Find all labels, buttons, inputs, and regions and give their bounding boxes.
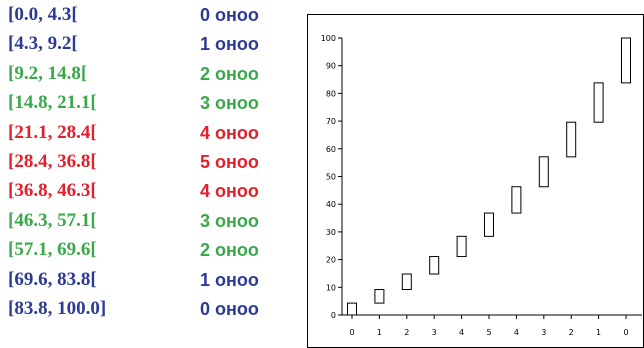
legend-range: [9.2, 14.8[ (8, 62, 88, 84)
y-tick-label: 90 (326, 62, 336, 71)
legend-score: 4 оноо (200, 122, 259, 143)
y-tick-label: 30 (326, 228, 336, 237)
figure-border (307, 14, 644, 348)
legend-score: 1 оноо (200, 34, 259, 55)
interval-chart: 0 10 20 30 40 50 60 70 80 90 100 0 1 2 3 4 5 4 3 2 1 0 (307, 14, 644, 348)
x-tick-label: 2 (569, 328, 574, 337)
legend-score: 5 оноо (200, 152, 259, 172)
interval-bar (593, 82, 604, 123)
legend-score: 2 оноо (200, 63, 259, 84)
legend-range: [83.8, 100.0] (8, 298, 107, 319)
interval-bar (456, 235, 467, 258)
y-tick-label: 10 (326, 283, 336, 292)
y-tick-label: 50 (326, 173, 336, 182)
legend-range: [14.8, 21.1[ (8, 92, 97, 114)
y-tick-label: 0 (331, 311, 336, 320)
legend-row: [9.2, 14.8[ 2 оноо (8, 60, 298, 88)
interval-bar (484, 212, 494, 237)
x-tick-label: 0 (349, 328, 354, 337)
legend-range: [57.1, 69.6[ (8, 239, 97, 261)
y-tick-label: 40 (326, 200, 336, 209)
x-tick-label: 3 (541, 328, 546, 337)
legend-row: [0.0, 4.3[ 0 оноо (8, 1, 298, 29)
legend-range: [4.3, 9.2[ (8, 33, 78, 55)
legend-score: 2 оноо (200, 240, 259, 261)
legend-row: [57.1, 69.6[ 2 оноо (8, 236, 298, 264)
interval-bar (374, 289, 385, 304)
legend-range: [0.0, 4.3[ (8, 4, 78, 25)
legend-range: [36.8, 46.3[ (8, 180, 97, 202)
score-legend: [0.0, 4.3[ 0 оноо [4.3, 9.2[ 1 оноо [9.2, 14… (0, 0, 300, 348)
legend-range: [21.1, 28.4[ (8, 121, 97, 143)
legend-score: 0 оноо (200, 299, 259, 319)
legend-score: 1 оноо (200, 269, 259, 290)
legend-row: [83.8, 100.0] 0 оноо (8, 295, 298, 323)
interval-bar (429, 256, 440, 275)
x-tick-label: 4 (514, 328, 519, 337)
y-tick-label: 80 (326, 89, 336, 98)
legend-row: [4.3, 9.2[ 1 оноо (8, 30, 298, 58)
x-tick-label: 0 (623, 328, 628, 337)
legend-score: 3 оноо (200, 210, 259, 231)
legend-row: [36.8, 46.3[ 4 оноо (8, 177, 298, 205)
y-tick-label: 70 (326, 117, 336, 126)
x-tick-label: 4 (459, 328, 464, 337)
interval-bar (621, 37, 631, 84)
interval-bar (511, 186, 522, 214)
legend-row: [28.4, 36.8[ 5 оноо (8, 148, 298, 176)
legend-range: [69.6, 83.8[ (8, 268, 97, 290)
y-tick-label: 20 (326, 256, 336, 265)
legend-score: 4 оноо (200, 181, 259, 202)
interval-bar (538, 156, 549, 188)
legend-row: [14.8, 21.1[ 3 оноо (8, 89, 298, 117)
legend-row: [46.3, 57.1[ 3 оноо (8, 207, 298, 235)
y-tick-label: 100 (321, 34, 336, 43)
legend-row: [69.6, 83.8[ 1 оноо (8, 266, 298, 294)
y-tick-label: 60 (326, 145, 336, 154)
x-tick-label: 1 (377, 328, 382, 337)
interval-bar (347, 302, 357, 316)
x-tick-label: 3 (432, 328, 437, 337)
legend-range: [28.4, 36.8[ (8, 151, 97, 172)
x-tick-label: 1 (596, 328, 601, 337)
interval-bar (566, 121, 577, 158)
legend-score: 3 оноо (200, 93, 259, 114)
legend-row: [21.1, 28.4[ 4 оноо (8, 119, 298, 147)
interval-bar (401, 273, 412, 291)
x-tick-label: 5 (486, 328, 491, 337)
legend-range: [46.3, 57.1[ (8, 209, 97, 231)
x-tick-label: 2 (404, 328, 409, 337)
legend-score: 0 оноо (200, 5, 259, 25)
